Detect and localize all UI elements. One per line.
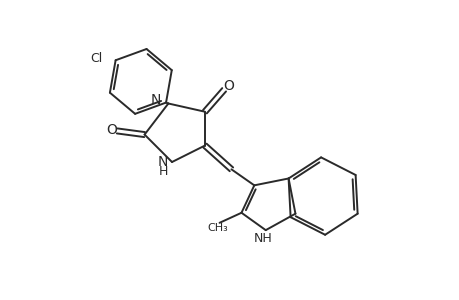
Text: N: N (157, 155, 168, 169)
Text: H: H (159, 165, 168, 178)
Text: CH₃: CH₃ (207, 223, 227, 233)
Text: NH: NH (253, 232, 272, 245)
Text: O: O (222, 79, 233, 93)
Text: N: N (151, 93, 161, 107)
Text: O: O (106, 123, 117, 137)
Text: Cl: Cl (90, 52, 103, 65)
